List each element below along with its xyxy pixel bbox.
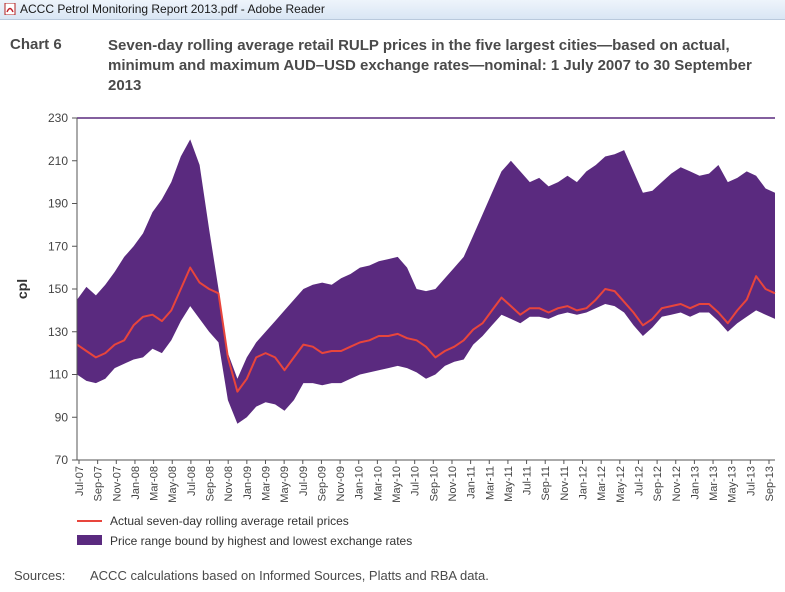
x-tick-label: Jul-12 — [633, 466, 645, 496]
legend-label-range: Price range bound by highest and lowest … — [110, 534, 412, 548]
y-tick-label: 210 — [48, 154, 68, 168]
sources-text: ACCC calculations based on Informed Sour… — [90, 568, 489, 583]
x-tick-label: Jul-13 — [745, 466, 757, 496]
x-tick-label: Jan-09 — [242, 466, 254, 500]
pdf-icon — [4, 3, 16, 15]
legend-layer: Actual seven-day rolling average retail … — [77, 514, 412, 548]
x-tick-label: Mar-09 — [260, 466, 272, 501]
x-tick-label: Jan-13 — [689, 466, 701, 500]
x-tick-label: Nov-07 — [111, 466, 123, 501]
chart-heading: Chart 6 — [10, 36, 62, 53]
y-tick-label: 150 — [48, 282, 68, 296]
x-tick-label: Nov-10 — [447, 466, 459, 501]
sources-note: Sources: ACCC calculations based on Infor… — [14, 568, 489, 583]
x-tick-label: Jul-10 — [410, 466, 422, 496]
price-range-band-layer — [77, 139, 775, 424]
legend-label-actual: Actual seven-day rolling average retail … — [110, 514, 349, 528]
x-tick-label: Nov-12 — [671, 466, 683, 501]
x-tick-label: Jan-08 — [130, 466, 142, 500]
y-tick-label: 70 — [55, 453, 69, 467]
x-tick-label: Nov-11 — [559, 466, 571, 501]
y-tick-label: 110 — [49, 368, 68, 382]
y-tick-label: 90 — [55, 410, 69, 424]
x-tick-label: Sep-10 — [428, 466, 440, 501]
x-tick-label: Sep-08 — [205, 466, 217, 501]
x-tick-label: Sep-09 — [316, 466, 328, 501]
x-tick-label: Jul-09 — [298, 466, 310, 496]
x-tick-label: Jan-12 — [578, 466, 590, 500]
x-tick-label: Jul-11 — [522, 466, 534, 495]
chart: 70 90 110 130 150 170 190 210 230 cpl Jul-07 Sep-07… — [14, 111, 776, 548]
x-tick-label: Mar-13 — [708, 466, 720, 501]
x-tick-label: Mar-08 — [149, 466, 161, 501]
x-tick-label: Sep-12 — [652, 466, 664, 501]
x-tick-label: Sep-07 — [93, 466, 105, 501]
y-tick-label: 230 — [48, 111, 68, 125]
x-tick-label: May-09 — [279, 466, 291, 503]
x-tick-label: Jul-08 — [186, 466, 198, 496]
x-tick-label: Mar-12 — [596, 466, 608, 501]
actual-price-line-layer — [76, 266, 776, 393]
sources-label: Sources: — [14, 568, 66, 583]
x-tick-label: May-12 — [615, 466, 627, 503]
x-tick-label: Jul-07 — [74, 466, 86, 496]
axes-layer: 70 90 110 130 150 170 190 210 230 cpl Jul-07 Sep-07… — [14, 111, 776, 503]
x-tick-label: Jan-10 — [354, 466, 366, 500]
x-tick-label: Nov-08 — [223, 466, 235, 501]
legend-swatch-range — [77, 535, 102, 545]
x-tick-label: May-13 — [727, 466, 739, 503]
x-tick-label: Jan-11 — [466, 466, 478, 499]
y-tick-label: 190 — [48, 197, 68, 211]
y-axis-label: cpl — [14, 279, 30, 299]
x-tick-label: Mar-10 — [372, 466, 384, 501]
y-tick-label: 130 — [48, 325, 68, 339]
x-tick-label: May-11 — [503, 466, 515, 502]
x-tick-label: May-08 — [167, 466, 179, 503]
window-titlebar[interactable]: ACCC Petrol Monitoring Report 2013.pdf -… — [0, 0, 785, 20]
x-tick-label: Mar-11 — [484, 466, 496, 500]
x-tick-label: May-10 — [391, 466, 403, 503]
actual-price-line — [76, 266, 776, 393]
chart-title: Seven-day rolling average retail RULP pr… — [108, 37, 752, 94]
x-tick-label: Nov-09 — [335, 466, 347, 501]
y-tick-label: 170 — [48, 239, 68, 253]
price-range-band — [77, 139, 775, 424]
x-tick-label: Sep-11 — [540, 466, 552, 501]
window-title: ACCC Petrol Monitoring Report 2013.pdf -… — [20, 2, 325, 16]
x-tick-label: Sep-13 — [764, 466, 776, 501]
